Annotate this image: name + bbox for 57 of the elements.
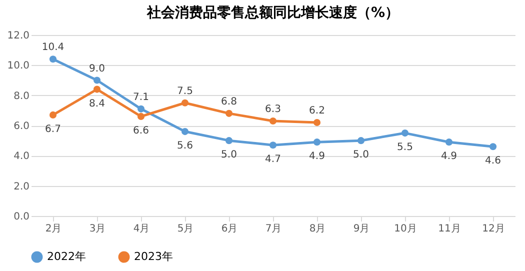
point (49, 56, 57, 63)
point (313, 138, 321, 146)
x-tick-label: 8月 (309, 224, 326, 234)
data-label: 5.5 (397, 142, 413, 154)
data-label: 5.6 (177, 140, 193, 152)
data-label: 8.4 (89, 98, 105, 110)
point (93, 76, 101, 84)
point (137, 112, 145, 120)
y-tick-label: 2.0 (14, 181, 30, 192)
point (313, 118, 321, 126)
point (49, 111, 57, 118)
x-tick-label: 5月 (177, 224, 194, 234)
data-label: 6.6 (133, 125, 149, 136)
data-label: 4.6 (485, 156, 501, 167)
y-tick-label: 12.0 (7, 30, 30, 42)
data-label: 7.5 (177, 86, 193, 97)
data-label: 5.0 (353, 150, 369, 161)
data-label: 4.9 (309, 151, 325, 162)
x-tick-label: 4月 (133, 224, 150, 234)
point (489, 143, 497, 150)
point (269, 117, 277, 125)
y-tick-label: 6.0 (14, 121, 30, 132)
data-label: 5.0 (221, 150, 237, 161)
x-tick-label: 9月 (353, 224, 370, 234)
point (445, 138, 453, 146)
x-tick-label: 7月 (265, 224, 282, 234)
point (225, 110, 233, 117)
y-tick-label: 0.0 (14, 212, 30, 222)
x-tick-label: 10月 (394, 224, 417, 234)
point (357, 137, 365, 144)
x-tick-label: 11月 (438, 224, 461, 234)
data-label: 6.7 (45, 124, 61, 135)
point (225, 137, 233, 144)
data-label: 6.8 (221, 96, 237, 108)
data-label: 6.3 (265, 104, 281, 115)
data-label: 7.1 (133, 92, 149, 103)
legend-label: 2023年 (134, 250, 173, 263)
point (181, 128, 189, 136)
data-label: 10.4 (42, 42, 64, 54)
x-tick-label: 2月 (45, 224, 62, 234)
point (401, 130, 409, 137)
x-tick-label: 3月 (89, 224, 106, 234)
x-tick-label: 12月 (482, 224, 505, 234)
data-label: 4.7 (265, 154, 281, 166)
point (93, 86, 101, 93)
y-tick-label: 8.0 (14, 90, 30, 102)
y-tick-label: 10.0 (7, 60, 30, 72)
point (137, 105, 145, 112)
data-label: 4.9 (441, 151, 457, 162)
y-tick-label: 4.0 (14, 151, 30, 162)
chart-title: 社会消费品零售总额同比增长速度（%） (146, 4, 400, 21)
data-label: 6.2 (309, 105, 325, 116)
point (181, 99, 189, 106)
data-label: 9.0 (89, 63, 105, 74)
x-tick-label: 6月 (221, 224, 238, 234)
point (269, 142, 277, 149)
legend-label: 2022年 (47, 250, 86, 263)
